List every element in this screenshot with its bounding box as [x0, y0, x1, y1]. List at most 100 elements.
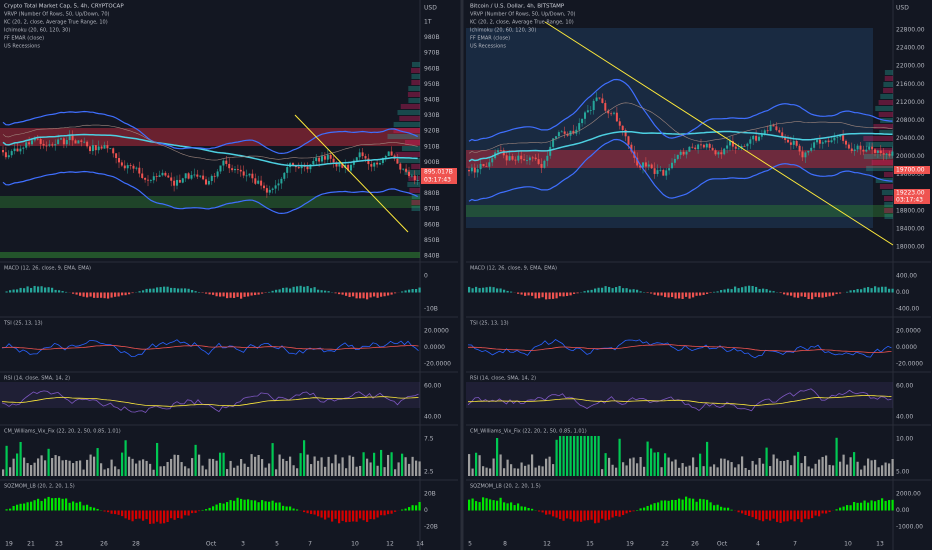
histogram-bar — [510, 502, 513, 511]
candle — [610, 113, 613, 115]
vix-bar — [229, 460, 232, 476]
candle — [598, 97, 601, 99]
histogram-bar — [629, 289, 632, 293]
histogram-bar — [187, 288, 190, 293]
price-tag — [894, 166, 930, 174]
histogram-bar — [853, 290, 856, 293]
candle — [248, 173, 251, 176]
candle — [4, 152, 7, 158]
histogram-bar — [79, 292, 82, 296]
vix-bar — [695, 467, 698, 476]
histogram-bar — [758, 510, 761, 521]
histogram-bar — [559, 510, 562, 520]
trend-line — [294, 114, 409, 233]
vix-bar — [814, 463, 817, 476]
candle — [329, 154, 332, 159]
candle — [129, 165, 132, 166]
candle — [390, 151, 393, 156]
histogram-bar — [23, 503, 26, 511]
histogram-bar — [369, 292, 372, 298]
histogram-bar — [468, 499, 471, 511]
vix-bar — [135, 463, 138, 476]
vix-bar — [545, 458, 548, 476]
histogram-bar — [555, 510, 558, 518]
histogram-bar — [201, 509, 204, 511]
candle — [100, 146, 103, 149]
date-label: 22 — [661, 541, 669, 548]
histogram-bar — [744, 286, 747, 293]
histogram-bar — [485, 498, 488, 511]
histogram-bar — [506, 503, 509, 511]
vix-bar — [800, 463, 803, 476]
panel-tick-label: 60.00 — [896, 383, 913, 390]
candle — [263, 185, 265, 189]
vix-bar — [797, 451, 800, 476]
vix-bar — [611, 464, 614, 476]
histogram-bar — [800, 510, 803, 523]
vix-bar — [352, 456, 355, 476]
histogram-bar — [818, 510, 821, 517]
histogram-bar — [114, 510, 117, 515]
histogram-bar — [107, 510, 110, 513]
histogram-bar — [667, 292, 670, 298]
vix-bar — [404, 457, 407, 476]
candle — [213, 175, 216, 177]
vix-bar — [324, 466, 327, 476]
candle — [630, 144, 633, 152]
vix-bar — [58, 456, 61, 476]
histogram-bar — [811, 292, 814, 300]
volume-profile-bar — [863, 136, 893, 141]
candle — [546, 155, 549, 161]
volume-profile-bar — [880, 94, 893, 99]
vix-bar — [296, 468, 299, 476]
candle — [763, 130, 766, 134]
histogram-bar — [306, 510, 309, 514]
candle — [178, 179, 181, 183]
histogram-bar — [790, 510, 793, 520]
histogram-bar — [44, 498, 47, 511]
panel-tick-label: 60.00 — [424, 383, 441, 390]
histogram-bar — [531, 292, 534, 296]
histogram-bar — [411, 288, 414, 293]
histogram-bar — [881, 286, 884, 293]
histogram-bar — [566, 510, 569, 519]
vix-bar — [877, 467, 880, 476]
histogram-bar — [891, 499, 894, 511]
histogram-bar — [807, 510, 810, 520]
histogram-bar — [611, 510, 614, 518]
volume-profile-bar — [400, 104, 420, 109]
histogram-bar — [19, 503, 22, 511]
volume-profile-bar — [866, 166, 893, 171]
histogram-bar — [93, 507, 96, 511]
candle — [775, 126, 778, 131]
histogram-bar — [566, 292, 569, 296]
histogram-bar — [317, 289, 320, 293]
histogram-bar — [524, 292, 527, 296]
vix-bar — [531, 454, 534, 476]
vix-bar — [47, 448, 50, 476]
histogram-bar — [338, 292, 341, 295]
histogram-bar — [489, 286, 492, 293]
histogram-bar — [212, 506, 215, 511]
candle — [80, 140, 83, 142]
candle — [659, 169, 662, 171]
histogram-bar — [814, 510, 817, 516]
candle — [152, 176, 155, 181]
candle — [123, 165, 126, 169]
candle — [792, 140, 795, 145]
date-label: 14 — [416, 541, 424, 548]
candle — [120, 162, 123, 166]
candle — [274, 185, 277, 189]
kc-upper — [2, 110, 418, 155]
histogram-bar — [107, 292, 110, 299]
vix-bar — [723, 458, 726, 476]
support-zone — [0, 196, 420, 208]
histogram-bar — [229, 500, 232, 511]
histogram-bar — [772, 291, 775, 293]
candle — [297, 167, 300, 169]
candle — [45, 145, 48, 147]
candle — [876, 150, 879, 153]
histogram-bar — [475, 501, 478, 511]
histogram-bar — [373, 292, 376, 297]
candle — [491, 158, 494, 163]
